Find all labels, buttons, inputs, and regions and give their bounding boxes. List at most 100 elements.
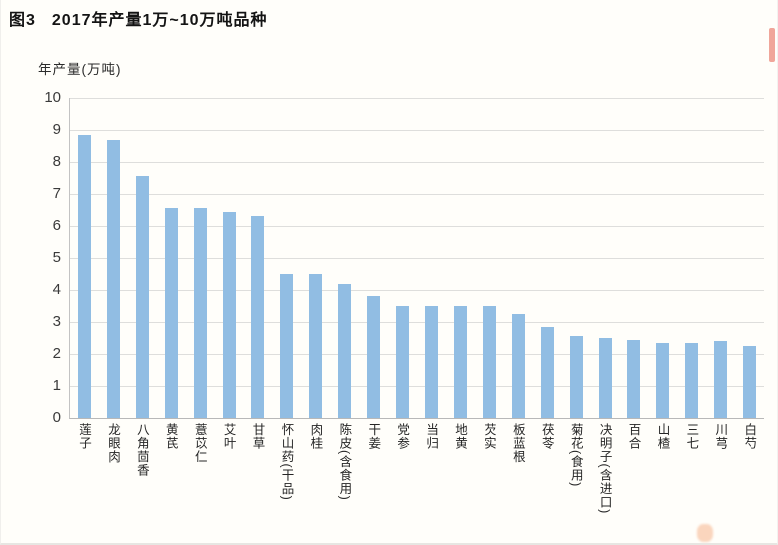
y-tick-label: 5 (52, 249, 61, 266)
y-tick-label: 9 (52, 121, 61, 138)
x-label-slot: 芡实 (474, 423, 503, 543)
scan-artifact-mark (769, 28, 775, 62)
x-label-slot: 龙眼肉 (98, 423, 127, 543)
x-axis-label: 茯苓 (539, 423, 554, 450)
chart-title: 图3 2017年产量1万~10万吨品种 (9, 6, 268, 30)
bar (714, 341, 728, 418)
bar-slot (475, 98, 504, 418)
x-label-slot: 决明子(含进口) (590, 423, 619, 543)
bar (396, 306, 410, 418)
x-label-slot: 黄芪 (156, 423, 185, 543)
bar-slot (128, 98, 157, 418)
bar (598, 338, 612, 418)
x-label-slot: 甘草 (243, 423, 272, 543)
x-axis: 莲子 龙眼肉 八角茴香 黄芪 薏苡仁 艾叶 甘草 怀山药(干品) 肉桂 陈皮(含食用) 干姜 党参 当归… (69, 423, 763, 543)
bar-series (70, 98, 764, 418)
x-label-slot: 薏苡仁 (185, 423, 214, 543)
y-tick-label: 0 (52, 409, 61, 426)
x-axis-label: 板蓝根 (510, 423, 525, 464)
x-label-slot: 干姜 (358, 423, 387, 543)
figure-label: 图3 (9, 12, 36, 29)
bar (338, 283, 352, 418)
bar-slot (620, 98, 649, 418)
plot-area (69, 98, 764, 419)
x-axis-label: 莲子 (77, 423, 92, 450)
scan-artifact-mark (697, 524, 713, 542)
x-axis-label: 党参 (395, 423, 410, 450)
y-axis-title: 年产量(万吨) (38, 62, 122, 77)
x-axis-label: 山楂 (655, 423, 670, 450)
x-label-slot: 川芎 (705, 423, 734, 543)
y-tick-label: 3 (52, 313, 61, 330)
bar (453, 306, 467, 418)
x-axis-label: 芡实 (481, 423, 496, 450)
y-tick-label: 7 (52, 185, 61, 202)
gridline (70, 226, 764, 227)
bar (540, 326, 554, 418)
bar (685, 342, 699, 418)
bar-slot (330, 98, 359, 418)
bar-slot (272, 98, 301, 418)
x-axis-label: 甘草 (250, 423, 265, 450)
bar-slot (562, 98, 591, 418)
x-label-slot: 党参 (387, 423, 416, 543)
bar-slot (70, 98, 99, 418)
x-label-slot: 三七 (676, 423, 705, 543)
bar-slot (417, 98, 446, 418)
gridline (70, 258, 764, 259)
x-label-slot: 怀山药(干品) (271, 423, 300, 543)
x-label-slot: 当归 (416, 423, 445, 543)
y-tick-label: 10 (44, 89, 61, 106)
x-axis-label: 黄芪 (163, 423, 178, 450)
x-axis-label: 川芎 (713, 423, 728, 450)
bar (251, 216, 265, 418)
x-label-slot: 八角茴香 (127, 423, 156, 543)
bar-slot (677, 98, 706, 418)
x-label-slot: 地黄 (445, 423, 474, 543)
bar (193, 208, 207, 418)
x-label-slot: 肉桂 (300, 423, 329, 543)
x-label-slot: 板蓝根 (503, 423, 532, 543)
bar (627, 339, 641, 418)
bar (743, 346, 757, 418)
bar (482, 306, 496, 418)
x-label-slot: 茯苓 (532, 423, 561, 543)
bar (280, 274, 294, 418)
bar-slot (244, 98, 273, 418)
x-label-slot: 菊花(食用) (561, 423, 590, 543)
bar-slot (99, 98, 128, 418)
bar (222, 211, 236, 418)
bar-slot (388, 98, 417, 418)
x-axis-label: 陈皮(含食用) (337, 423, 352, 501)
x-axis-label: 当归 (424, 423, 439, 450)
gridline (70, 162, 764, 163)
bar-slot (591, 98, 620, 418)
bar (569, 336, 583, 418)
bar-slot (735, 98, 764, 418)
bar-slot (706, 98, 735, 418)
bar (106, 139, 120, 418)
x-axis-label: 龙眼肉 (105, 423, 120, 464)
bar (511, 314, 525, 418)
x-label-slot: 陈皮(含食用) (329, 423, 358, 543)
bar-slot (359, 98, 388, 418)
bar (135, 176, 149, 418)
x-label-slot: 百合 (619, 423, 648, 543)
x-label-slot: 山楂 (647, 423, 676, 543)
x-label-slot: 莲子 (69, 423, 98, 543)
bar-slot (215, 98, 244, 418)
bar-slot (446, 98, 475, 418)
gridline (70, 322, 764, 323)
bar-slot (648, 98, 677, 418)
x-axis-label: 白芍 (742, 423, 757, 450)
y-tick-label: 6 (52, 217, 61, 234)
chart-title-text: 2017年产量1万~10万吨品种 (51, 12, 268, 29)
bar-slot (301, 98, 330, 418)
y-tick-label: 4 (52, 281, 61, 298)
bar (367, 296, 381, 418)
x-label-slot: 艾叶 (214, 423, 243, 543)
y-tick-label: 8 (52, 153, 61, 170)
x-axis-label: 八角茴香 (134, 423, 149, 477)
x-axis-label: 三七 (684, 423, 699, 450)
